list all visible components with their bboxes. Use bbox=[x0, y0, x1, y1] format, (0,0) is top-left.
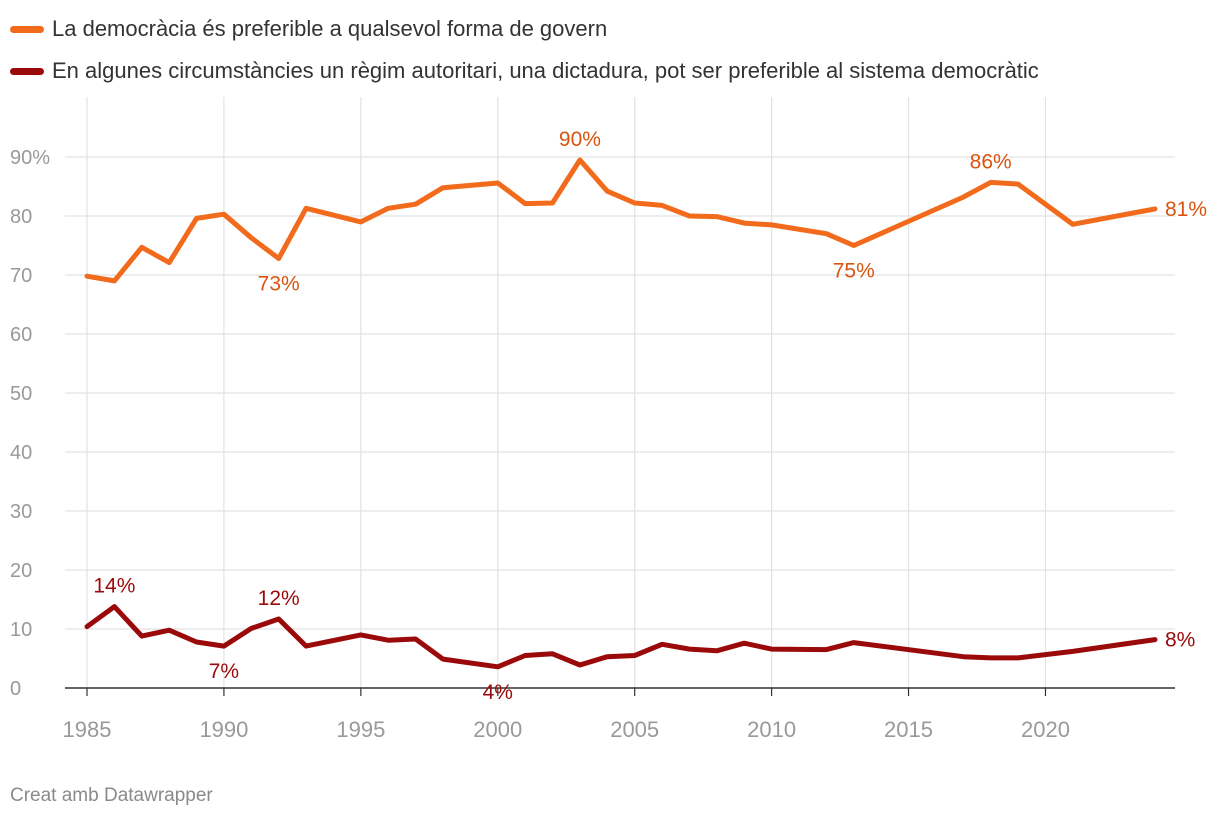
data-label-1: 7% bbox=[209, 660, 239, 683]
legend-item-democracy: La democràcia és preferible a qualsevol … bbox=[10, 8, 1039, 50]
series-line-1 bbox=[84, 604, 1158, 670]
line-chart: 0 10 20 30 40 50 60 70 80 90% 1985 1990 1995 2000 200… bbox=[10, 97, 1207, 742]
y-tick-label: 50 bbox=[10, 383, 32, 405]
y-tick-label: 40 bbox=[10, 442, 32, 464]
y-tick-label: 0 bbox=[10, 678, 21, 700]
data-label-0: 73% bbox=[258, 272, 300, 295]
data-label-1: 4% bbox=[483, 681, 513, 704]
y-tick-label: 90% bbox=[10, 147, 50, 169]
legend-swatch-authoritarian bbox=[10, 67, 44, 75]
y-tick-label: 30 bbox=[10, 501, 32, 523]
footer-credit: Creat amb Datawrapper bbox=[10, 785, 213, 806]
x-tick-label: 2010 bbox=[747, 717, 796, 742]
x-tick-label: 1990 bbox=[199, 717, 248, 742]
y-tick-label: 70 bbox=[10, 265, 32, 287]
y-tick-label: 80 bbox=[10, 206, 32, 228]
x-tick-label: 2020 bbox=[1021, 717, 1070, 742]
legend-label-authoritarian: En algunes circumstàncies un règim autor… bbox=[52, 58, 1039, 83]
series-line-0 bbox=[84, 157, 1158, 284]
data-label-0: 75% bbox=[833, 260, 875, 283]
y-tick-label: 60 bbox=[10, 324, 32, 346]
data-label-0: 81% bbox=[1165, 198, 1207, 221]
series-lines bbox=[84, 157, 1158, 670]
legend-label-democracy: La democràcia és preferible a qualsevol … bbox=[52, 16, 608, 41]
x-tick-label: 1995 bbox=[336, 717, 385, 742]
x-tick-label: 2000 bbox=[473, 717, 522, 742]
data-label-0: 86% bbox=[970, 150, 1012, 173]
data-labels: 73% 90% 75% 86% 81% 14% 7% 12% 4% 8% bbox=[93, 128, 1207, 704]
data-label-1: 12% bbox=[258, 587, 300, 610]
y-tick-label: 20 bbox=[10, 560, 32, 582]
y-tick-label: 10 bbox=[10, 619, 32, 641]
x-tick-label: 2005 bbox=[610, 717, 659, 742]
x-tick-label: 2015 bbox=[884, 717, 933, 742]
y-axis: 0 10 20 30 40 50 60 70 80 90% bbox=[10, 147, 50, 700]
legend: La democràcia és preferible a qualsevol … bbox=[10, 8, 1039, 92]
grid bbox=[65, 97, 1175, 688]
legend-swatch-democracy bbox=[10, 25, 44, 33]
x-axis: 1985 1990 1995 2000 2005 2010 2015 2020 bbox=[63, 688, 1070, 742]
data-label-1: 14% bbox=[93, 575, 135, 598]
legend-item-authoritarian: En algunes circumstàncies un règim autor… bbox=[10, 50, 1039, 92]
data-label-0: 90% bbox=[559, 128, 601, 151]
data-label-1: 8% bbox=[1165, 629, 1195, 652]
x-tick-label: 1985 bbox=[63, 717, 112, 742]
